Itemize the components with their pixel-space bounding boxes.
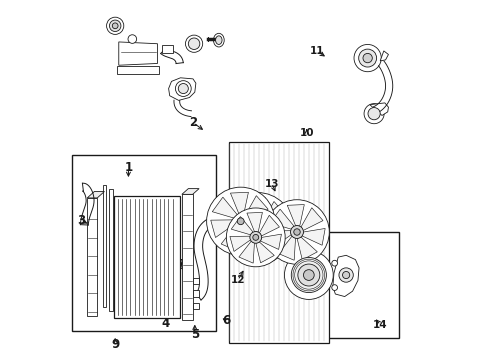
Circle shape (175, 81, 191, 96)
Polygon shape (380, 51, 389, 61)
Circle shape (368, 108, 380, 120)
Ellipse shape (214, 33, 224, 47)
Circle shape (359, 49, 377, 67)
Circle shape (332, 285, 338, 291)
Circle shape (234, 215, 247, 228)
Polygon shape (263, 225, 289, 243)
Circle shape (188, 38, 200, 49)
Polygon shape (230, 192, 248, 215)
Circle shape (186, 35, 203, 52)
Polygon shape (102, 185, 105, 307)
Polygon shape (119, 42, 157, 65)
Polygon shape (333, 255, 359, 297)
Circle shape (128, 35, 137, 43)
Polygon shape (169, 78, 196, 100)
Polygon shape (226, 227, 251, 246)
Circle shape (339, 268, 353, 282)
Bar (193, 303, 199, 309)
Polygon shape (258, 234, 280, 260)
Polygon shape (247, 198, 266, 222)
Polygon shape (228, 203, 254, 225)
Circle shape (178, 84, 188, 94)
Circle shape (291, 257, 326, 293)
Circle shape (109, 20, 121, 32)
Text: 4: 4 (161, 317, 170, 330)
Circle shape (298, 264, 320, 286)
Bar (193, 278, 199, 284)
Bar (114, 196, 180, 318)
Text: 5: 5 (191, 328, 199, 341)
Circle shape (112, 23, 118, 29)
Circle shape (332, 260, 338, 266)
Polygon shape (278, 236, 295, 260)
Text: 3: 3 (77, 214, 85, 227)
Bar (117, 66, 159, 74)
Text: 1: 1 (124, 161, 132, 174)
Text: 8: 8 (142, 283, 150, 296)
Circle shape (364, 104, 384, 124)
Polygon shape (302, 229, 325, 245)
Circle shape (303, 270, 314, 280)
Polygon shape (297, 237, 318, 260)
Polygon shape (237, 233, 256, 260)
Polygon shape (301, 208, 323, 230)
Circle shape (207, 187, 275, 255)
Polygon shape (230, 236, 250, 251)
Polygon shape (221, 226, 239, 251)
Circle shape (253, 234, 259, 240)
Circle shape (343, 271, 350, 279)
Bar (72, 155, 216, 330)
Polygon shape (259, 215, 279, 236)
Text: 10: 10 (299, 129, 314, 138)
Bar (228, 142, 329, 343)
Polygon shape (231, 217, 253, 235)
Polygon shape (270, 209, 294, 229)
Polygon shape (256, 242, 274, 263)
Circle shape (226, 208, 285, 267)
Circle shape (250, 221, 265, 235)
Ellipse shape (216, 36, 222, 44)
Text: 6: 6 (222, 314, 230, 327)
Bar (162, 45, 172, 53)
Text: 9: 9 (111, 338, 119, 351)
Circle shape (237, 218, 244, 225)
Polygon shape (109, 189, 113, 311)
Polygon shape (239, 241, 254, 263)
Bar (286, 232, 399, 338)
Circle shape (250, 231, 262, 243)
Polygon shape (370, 103, 389, 116)
Circle shape (294, 229, 300, 235)
Polygon shape (245, 195, 268, 220)
Circle shape (291, 226, 303, 238)
Polygon shape (262, 202, 287, 227)
Polygon shape (241, 226, 262, 251)
Polygon shape (269, 231, 291, 247)
Text: 12: 12 (231, 275, 245, 285)
Polygon shape (260, 234, 281, 249)
Text: 11: 11 (310, 46, 324, 56)
Polygon shape (211, 220, 235, 238)
Text: 14: 14 (373, 320, 388, 330)
Circle shape (221, 193, 294, 264)
Polygon shape (246, 217, 270, 235)
Polygon shape (287, 204, 304, 226)
Polygon shape (212, 197, 238, 218)
Polygon shape (247, 212, 263, 232)
Circle shape (285, 251, 333, 300)
Circle shape (354, 44, 381, 72)
Text: 13: 13 (265, 179, 279, 189)
Circle shape (254, 225, 261, 232)
Circle shape (363, 53, 372, 63)
Polygon shape (182, 189, 199, 194)
Bar (193, 290, 199, 297)
Text: 2: 2 (189, 116, 197, 129)
Circle shape (265, 200, 329, 264)
Bar (87, 198, 97, 316)
Text: 7: 7 (176, 258, 185, 271)
Polygon shape (87, 192, 104, 198)
Bar (182, 194, 193, 320)
Circle shape (107, 17, 124, 35)
